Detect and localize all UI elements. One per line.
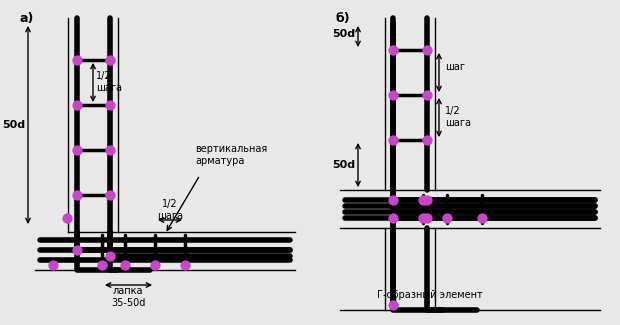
Text: 1/2
шага: 1/2 шага (445, 106, 471, 128)
Point (442, 215, 452, 221)
Text: а): а) (20, 12, 34, 25)
Point (120, 262, 130, 267)
Text: лапка
35-50d: лапка 35-50d (111, 286, 145, 308)
Point (418, 215, 428, 221)
Point (105, 58, 115, 63)
Point (150, 262, 160, 267)
Text: 1/2
шага: 1/2 шага (96, 71, 122, 93)
Point (105, 254, 115, 259)
Text: 50d: 50d (332, 160, 355, 170)
Point (388, 197, 398, 202)
Point (180, 262, 190, 267)
Point (72, 58, 82, 63)
Text: Г-образный элемент: Г-образный элемент (377, 290, 483, 300)
Point (388, 302, 398, 307)
Point (62, 215, 72, 221)
Point (48, 262, 58, 267)
Point (72, 102, 82, 108)
Text: 50d: 50d (332, 29, 355, 39)
Point (72, 148, 82, 153)
Text: 1/2
шага: 1/2 шага (157, 199, 183, 221)
Text: шаг: шаг (445, 62, 465, 72)
Point (105, 102, 115, 108)
Point (477, 215, 487, 221)
Point (422, 215, 432, 221)
Point (422, 47, 432, 53)
Point (388, 47, 398, 53)
Point (422, 137, 432, 143)
Point (388, 92, 398, 98)
Point (72, 247, 82, 253)
Point (72, 192, 82, 198)
Point (105, 192, 115, 198)
Point (388, 137, 398, 143)
Point (105, 148, 115, 153)
Text: вертикальная
арматура: вертикальная арматура (195, 144, 267, 166)
Point (422, 197, 432, 202)
Point (97, 262, 107, 267)
Text: б): б) (335, 12, 350, 25)
Point (422, 92, 432, 98)
Point (388, 215, 398, 221)
Text: 50d: 50d (2, 120, 25, 130)
Point (418, 197, 428, 202)
